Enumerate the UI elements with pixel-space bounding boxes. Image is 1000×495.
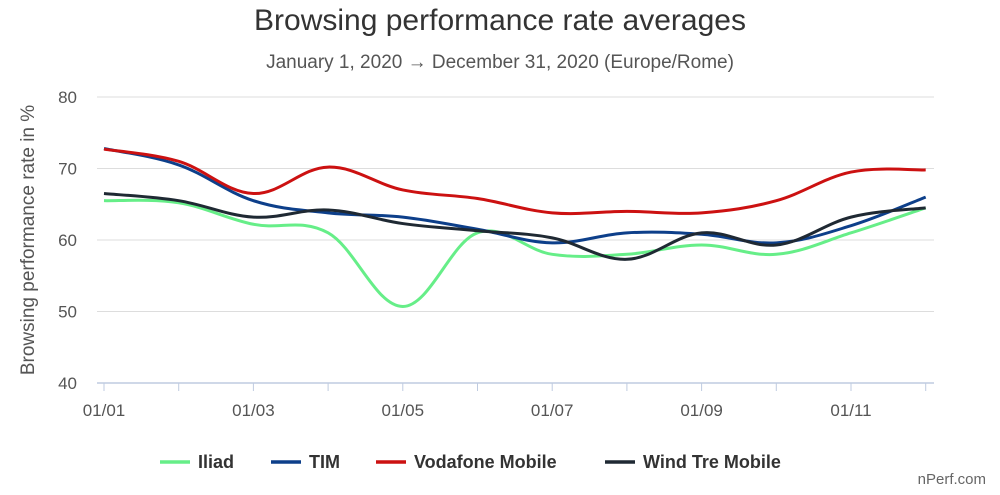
chart-subtitle: January 1, 2020 → December 31, 2020 (Eur…: [266, 52, 734, 73]
y-tick-label: 50: [58, 303, 77, 322]
legend-item-vodafone-mobile[interactable]: Vodafone Mobile: [376, 452, 557, 472]
legend-item-tim[interactable]: TIM: [271, 452, 340, 472]
x-tick-label: 01/07: [531, 401, 574, 420]
x-tick-label: 01/09: [680, 401, 723, 420]
legend-label: Vodafone Mobile: [414, 452, 557, 472]
series-line-tim[interactable]: [103, 147, 927, 245]
series-line-iliad[interactable]: [103, 198, 927, 308]
credit-link[interactable]: nPerf.com: [917, 471, 986, 488]
series-line-wind-tre-mobile[interactable]: [103, 192, 926, 261]
legend: Iliad TIM Vodafone Mobile Wind Tre Mobile: [160, 452, 781, 472]
chart-title: Browsing performance rate averages: [254, 4, 746, 37]
legend-item-wind-tre-mobile[interactable]: Wind Tre Mobile: [605, 452, 781, 472]
y-tick-label: 80: [58, 88, 77, 107]
series-lines: [103, 147, 927, 308]
x-tick-label: 01/05: [382, 401, 425, 420]
x-tick-label: 01/01: [83, 401, 126, 420]
y-axis-ticks: 40 50 60 70 80: [58, 88, 77, 393]
x-tick-label: 01/03: [232, 401, 275, 420]
gridlines: [97, 96, 934, 312]
x-tick-label: 01/11: [830, 401, 871, 420]
legend-label: Iliad: [198, 452, 234, 472]
legend-label: TIM: [309, 452, 340, 472]
y-tick-label: 40: [58, 374, 77, 393]
legend-item-iliad[interactable]: Iliad: [160, 452, 234, 472]
legend-label: Wind Tre Mobile: [643, 452, 781, 472]
x-axis: 01/01 01/03 01/05 01/07 01/09 01/11: [83, 382, 934, 420]
y-tick-label: 60: [58, 231, 77, 250]
series-line-vodafone-mobile[interactable]: [103, 147, 926, 216]
y-tick-label: 70: [58, 160, 77, 179]
y-axis-title: Browsing performance rate in %: [18, 105, 39, 375]
